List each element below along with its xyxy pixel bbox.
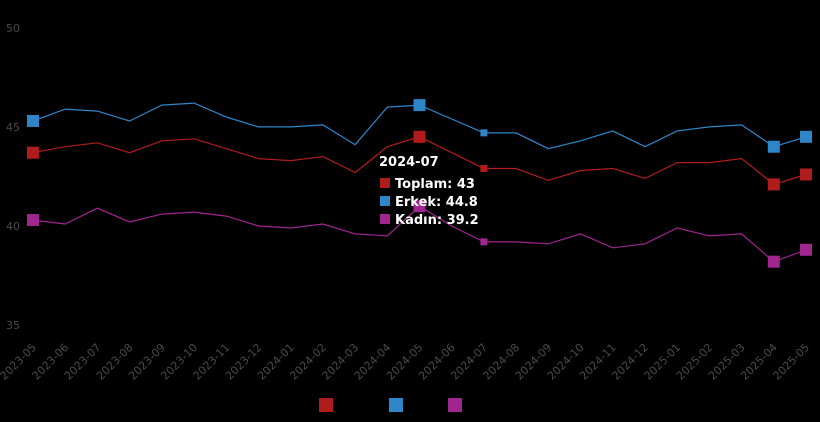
y-tick-label: 50: [6, 22, 20, 35]
data-point[interactable]: [413, 130, 426, 143]
series-markers: [27, 99, 812, 268]
legend-swatch-kadın[interactable]: [448, 398, 462, 412]
data-point[interactable]: [767, 255, 780, 268]
data-point[interactable]: [480, 238, 488, 246]
data-point[interactable]: [480, 165, 488, 173]
data-point[interactable]: [767, 140, 780, 153]
legend-swatch-erkek[interactable]: [389, 398, 403, 412]
data-point[interactable]: [27, 114, 39, 127]
data-point[interactable]: [413, 200, 426, 213]
y-tick-label: 40: [6, 220, 20, 233]
data-point[interactable]: [27, 146, 39, 159]
tooltip-swatch-toplam: [380, 178, 390, 188]
data-point[interactable]: [480, 129, 488, 137]
tooltip-label-kadin: Kadın: 39.2: [395, 213, 479, 228]
data-point[interactable]: [767, 178, 780, 191]
data-point[interactable]: [800, 130, 812, 143]
data-point[interactable]: [800, 243, 812, 256]
tooltip-title: 2024-07: [379, 155, 439, 170]
data-point[interactable]: [413, 99, 426, 112]
tooltip-swatch-kadin: [380, 214, 390, 224]
legend[interactable]: [319, 398, 462, 412]
tooltip-label-toplam: Toplam: 43: [395, 177, 475, 192]
y-axis: 35 40 45 50: [6, 22, 20, 332]
tooltip: 2024-07 Toplam: 43 Erkek: 44.8 Kadın: 39…: [379, 155, 479, 228]
data-point[interactable]: [800, 168, 812, 181]
data-point[interactable]: [27, 214, 39, 227]
tooltip-swatch-erkek: [380, 196, 390, 206]
x-axis: 2023-052023-062023-072023-082023-092023-…: [0, 341, 812, 383]
legend-swatch-toplam[interactable]: [319, 398, 333, 412]
y-tick-label: 35: [6, 319, 20, 332]
tooltip-label-erkek: Erkek: 44.8: [395, 195, 478, 210]
y-tick-label: 45: [6, 121, 20, 134]
